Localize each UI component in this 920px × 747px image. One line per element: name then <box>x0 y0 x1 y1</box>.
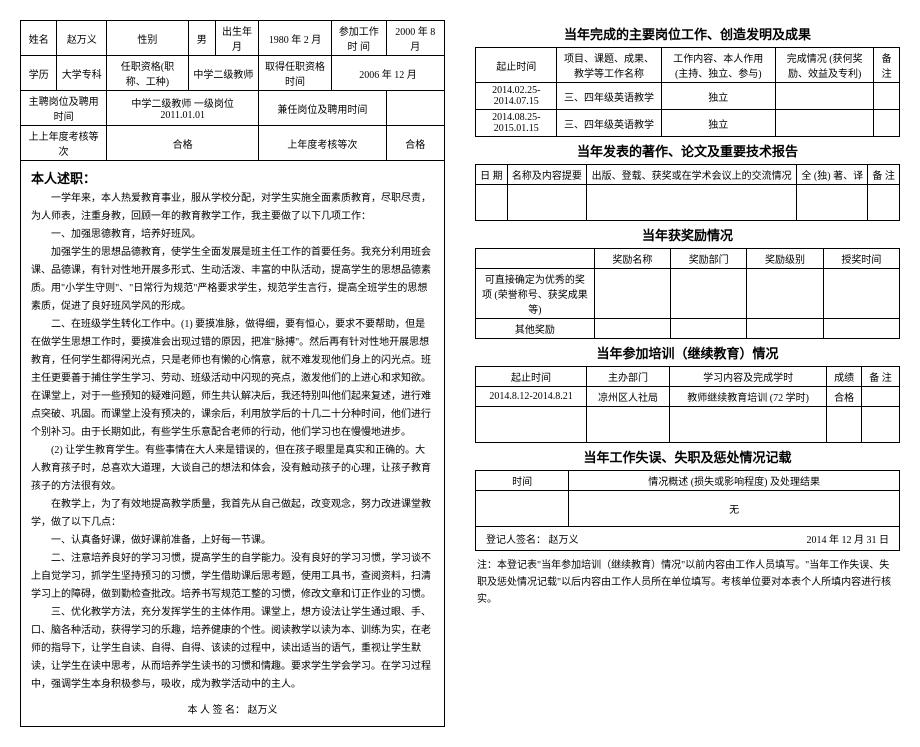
signature-line: 本 人 签 名： 赵万义 <box>31 694 434 720</box>
sex-value: 男 <box>188 21 215 56</box>
narrative-p6: 在教学上，为了有效地提高教学质量，我首先从自己做起，改变观念，努力改进课堂教学，… <box>31 496 434 532</box>
table-row: 2014.02.25-2014.07.15 三、四年级英语教学 独立 <box>476 83 900 110</box>
this-grade-value: 合格 <box>386 126 444 161</box>
training-table: 起止时间 主办部门 学习内容及完成学时 成绩 备 注 2014.8.12-201… <box>475 366 900 443</box>
ach-h5: 备 注 <box>874 48 900 83</box>
table-row <box>476 407 900 443</box>
pub-h1: 日 期 <box>476 165 508 185</box>
achievements-table: 起止时间 项目、课题、成果、教学等工作名称 工作内容、本人作用 (主持、独立、参… <box>475 47 900 137</box>
tr-h1: 起止时间 <box>476 367 587 387</box>
table-row: 登记人签名： 赵万义 2014 年 12 月 31 日 <box>476 527 900 551</box>
narrative-p2: 一、加强思德教育，培养好班风。 <box>31 226 434 244</box>
ach-h2: 项目、课题、成果、教学等工作名称 <box>557 48 661 83</box>
this-grade-label: 上年度考核等次 <box>259 126 386 161</box>
narrative-p4: 二、在班级学生转化工作中。(1) 要摸准脉，做得细，要有恒心，要求不要帮助，但是… <box>31 316 434 442</box>
awards-title: 当年获奖励情况 <box>475 221 900 248</box>
faults-table: 时间 情况概述 (损失或影响程度) 及处理结果 无 登记人签名： 赵万义 201… <box>475 470 900 551</box>
join-label: 参加工作时 间 <box>331 21 386 56</box>
narrative-p9: 三、优化教学方法，充分发挥学生的主体作用。课堂上，想方设法让学生通过眼、手、口、… <box>31 604 434 694</box>
table-row: 2014.8.12-2014.8.21 凉州区人社局 教师继续教育培训 (72 … <box>476 387 900 407</box>
training-title: 当年参加培训（继续教育）情况 <box>475 339 900 366</box>
aw-h4: 授奖时间 <box>823 249 899 269</box>
ft-h1: 时间 <box>476 471 569 491</box>
signer-name: 赵万义 <box>549 535 579 546</box>
pubs-title: 当年发表的著作、论文及重要技术报告 <box>475 137 900 164</box>
aw-h1: 奖励名称 <box>594 249 670 269</box>
ach-h4: 完成情况 (获何奖励、效益及专利) <box>775 48 873 83</box>
tr-h2: 主办部门 <box>587 367 670 387</box>
table-row: 无 <box>476 491 900 527</box>
sig-name: 赵万义 <box>248 705 278 716</box>
last-grade-value: 合格 <box>107 126 259 161</box>
qual-value: 中学二级教师 <box>188 56 259 91</box>
table-row: 2014.08.25-2015.01.15 三、四年级英语教学 独立 <box>476 110 900 137</box>
tr-h3: 学习内容及完成学时 <box>670 367 827 387</box>
narrative-p5: (2) 让学生教育学生。有些事情在大人来是错误的，但在孩子眼里是真实和正确的。大… <box>31 442 434 496</box>
signer-label: 登记人签名： <box>486 535 546 546</box>
right-page: 当年完成的主要岗位工作、创造发明及成果 起止时间 项目、课题、成果、教学等工作名… <box>475 20 900 727</box>
tr-h4: 成绩 <box>827 367 862 387</box>
sex-label: 性别 <box>107 21 188 56</box>
qual-label: 任职资格(职称、工种) <box>107 56 188 91</box>
ach-h1: 起止时间 <box>476 48 557 83</box>
narrative-p7: 一、认真备好课，做好课前准备，上好每一节课。 <box>31 532 434 550</box>
other-post-value <box>386 91 444 126</box>
narrative-p3: 加强学生的思想品德教育，使学生全面发展是班主任工作的首要任务。我充分利用班会课、… <box>31 244 434 316</box>
pubs-table: 日 期 名称及内容提要 出版、登载、获奖或在学术会议上的交流情况 全 (独) 著… <box>475 164 900 221</box>
sign-date: 2014 年 12 月 31 日 <box>807 531 890 546</box>
footer-note: 注：本登记表"当年参加培训（继续教育）情况"以前内容由工作人员填写。"当年工作失… <box>475 551 900 614</box>
table-row <box>476 185 900 221</box>
basic-info-table: 姓名 赵万义 性别 男 出生年月 1980 年 2 月 参加工作时 间 2000… <box>20 20 445 727</box>
table-row: 其他奖励 <box>476 319 900 339</box>
last-grade-label: 上上年度考核等次 <box>21 126 107 161</box>
join-value: 2000 年 8 月 <box>386 21 444 56</box>
edu-label: 学历 <box>21 56 57 91</box>
faults-none: 无 <box>569 491 900 527</box>
achievements-title: 当年完成的主要岗位工作、创造发明及成果 <box>475 20 900 47</box>
aw-h3: 奖励级别 <box>747 249 823 269</box>
post-label: 主聘岗位及聘用时间 <box>21 91 107 126</box>
pub-h3: 出版、登载、获奖或在学术会议上的交流情况 <box>587 165 797 185</box>
awards-table: 奖励名称 奖励部门 奖励级别 授奖时间 可直接确定为优秀的奖项 (荣誉称号、获奖… <box>475 248 900 339</box>
pub-h4: 全 (独) 著、译 <box>797 165 868 185</box>
qual-time-label: 取得任职资格时间 <box>259 56 332 91</box>
narrative-p8: 二、注意培养良好的学习习惯，提高学生的自学能力。没有良好的学习习惯，学习谈不上自… <box>31 550 434 604</box>
ft-h2: 情况概述 (损失或影响程度) 及处理结果 <box>569 471 900 491</box>
post-value: 中学二级教师 一级岗位 2011.01.01 <box>107 91 259 126</box>
narrative-title: 本人述职： <box>31 171 96 186</box>
name-value: 赵万义 <box>57 21 107 56</box>
birth-value: 1980 年 2 月 <box>259 21 332 56</box>
narrative-cell: 本人述职： 一学年来，本人热爱教育事业，服从学校分配，对学生实施全面素质教育，尽… <box>21 161 445 727</box>
pub-h5: 备 注 <box>868 165 900 185</box>
ach-h3: 工作内容、本人作用 (主持、独立、参与) <box>661 48 775 83</box>
birth-label: 出生年月 <box>215 21 258 56</box>
narrative-p1: 一学年来，本人热爱教育事业，服从学校分配，对学生实施全面素质教育，尽职尽责，为人… <box>31 190 434 226</box>
edu-value: 大学专科 <box>57 56 107 91</box>
table-row: 可直接确定为优秀的奖项 (荣誉称号、获奖成果等) <box>476 269 900 319</box>
aw-h2: 奖励部门 <box>671 249 747 269</box>
qual-time-value: 2006 年 12 月 <box>331 56 444 91</box>
name-label: 姓名 <box>21 21 57 56</box>
sig-label: 本 人 签 名： <box>188 705 246 716</box>
tr-h5: 备 注 <box>862 367 900 387</box>
other-post-label: 兼任岗位及聘用时间 <box>259 91 386 126</box>
faults-title: 当年工作失误、失职及惩处情况记载 <box>475 443 900 470</box>
pub-h2: 名称及内容提要 <box>507 165 586 185</box>
left-page: 姓名 赵万义 性别 男 出生年月 1980 年 2 月 参加工作时 间 2000… <box>20 20 445 727</box>
